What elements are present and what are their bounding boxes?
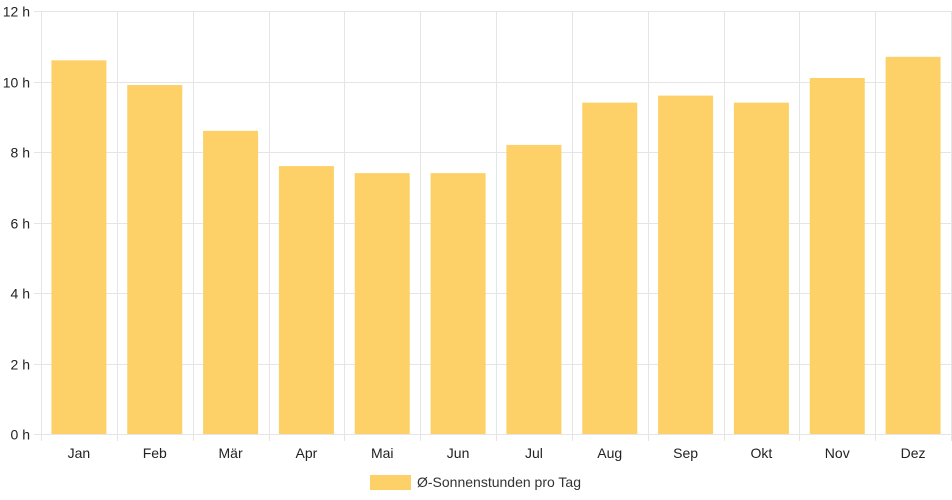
bar-nov[interactable]	[809, 77, 865, 434]
x-tick-label: Dez	[901, 445, 926, 461]
y-tick-label: 12 h	[3, 4, 30, 20]
bar-feb[interactable]	[127, 85, 183, 435]
bar-mär[interactable]	[203, 130, 259, 434]
bars	[51, 56, 941, 435]
legend-swatch	[370, 475, 411, 490]
bar-dez[interactable]	[885, 56, 941, 434]
bar-aug[interactable]	[582, 102, 638, 435]
y-tick-label: 0 h	[11, 427, 30, 443]
axes: 0 h 2 h 4 h 6 h 8 h 10 h 12 h Jan Feb Mär Apr Mai Ju…	[3, 4, 926, 462]
bar-jun[interactable]	[430, 173, 486, 434]
x-tick-label: Aug	[597, 445, 622, 461]
x-tick-label: Feb	[143, 445, 167, 461]
bar-jan[interactable]	[51, 60, 107, 434]
x-tick-label: Sep	[673, 445, 698, 461]
x-tick-label: Jan	[68, 445, 91, 461]
y-tick-label: 4 h	[11, 286, 30, 302]
x-tick-label: Nov	[825, 445, 850, 461]
x-tick-label: Apr	[296, 445, 318, 461]
legend[interactable]: Ø-Sonnenstunden pro Tag	[370, 474, 581, 490]
bar-apr[interactable]	[278, 166, 334, 434]
bar-jul[interactable]	[506, 144, 562, 434]
x-tick-label: Mai	[371, 445, 394, 461]
x-tick-label: Jul	[525, 445, 543, 461]
bar-okt[interactable]	[733, 102, 789, 435]
x-tick-label: Jun	[447, 445, 470, 461]
x-tick-label: Mär	[219, 445, 243, 461]
y-tick-label: 10 h	[3, 75, 30, 91]
y-tick-label: 2 h	[11, 357, 30, 373]
legend-label: Ø-Sonnenstunden pro Tag	[417, 474, 581, 490]
y-tick-label: 6 h	[11, 216, 30, 232]
bar-sep[interactable]	[658, 95, 714, 434]
x-tick-label: Okt	[751, 445, 773, 461]
bar-mai[interactable]	[354, 173, 410, 434]
y-tick-label: 8 h	[11, 145, 30, 161]
grid-lines	[34, 11, 952, 441]
